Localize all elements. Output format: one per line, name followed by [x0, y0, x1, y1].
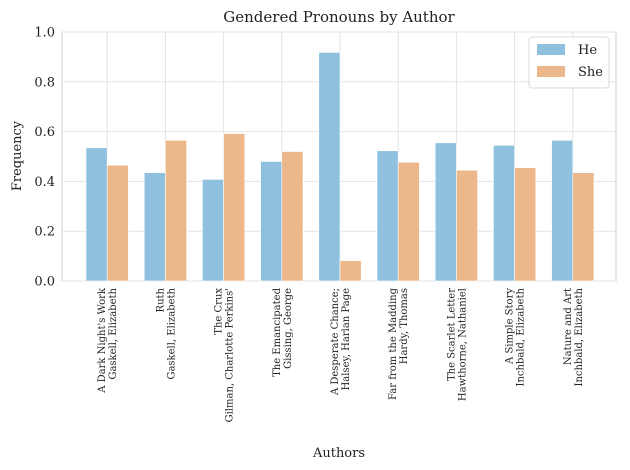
x-tick-label: Far from the Madding Hardy, Thomas	[388, 287, 410, 400]
bar-he-3	[260, 161, 283, 282]
x-tick-label-line: Inchbald, Elizabeth	[516, 287, 527, 386]
bar-he-5	[376, 150, 399, 282]
y-tick-label: 0.2	[34, 225, 55, 240]
bar-she-2	[223, 133, 246, 282]
x-tick-label-line: A Simple Story	[505, 288, 516, 365]
x-tick-label-line: The Scarlet Letter	[446, 288, 457, 381]
x-axis-label: Authors	[312, 446, 365, 461]
x-tick-label-line: Far from the Madding	[388, 287, 399, 400]
x-tick-label: A Desperate Chance; Halsey, Harlan Page	[330, 288, 352, 396]
bar-he-4	[318, 52, 341, 282]
bar-she-1	[165, 140, 187, 282]
y-tick-label: 0.8	[34, 75, 55, 90]
y-tick-label: 0.4	[34, 175, 55, 190]
legend-label-he: He	[578, 43, 597, 58]
x-tick-label: A Simple Story Inchbald, Elizabeth	[505, 287, 527, 386]
x-tick-label-line: Gaskell, Elizabeth	[108, 287, 119, 379]
x-tick-label: A Dark Night's Work Gaskell, Elizabeth	[97, 287, 119, 394]
x-tick-label-line: The Emancipated	[272, 287, 283, 376]
y-tick-label: 0.0	[34, 275, 55, 290]
x-tick-label-line: The Crux	[214, 288, 225, 335]
bar-she-4	[339, 260, 362, 282]
x-tick-label-line: Nature and Art	[563, 288, 574, 365]
legend-swatch-she	[537, 66, 565, 77]
x-tick-label: Nature and Art Inchbald, Elizabeth	[563, 287, 585, 386]
x-tick-label-line: A Dark Night's Work	[97, 287, 108, 394]
y-tick-label: 1.0	[34, 26, 55, 41]
x-tick-label: The Crux Gilman, Charlotte Perkins'	[214, 288, 236, 423]
x-tick-label-line: A Desperate Chance;	[330, 288, 341, 396]
bar-she-7	[514, 167, 537, 282]
x-tick-label-line: Gilman, Charlotte Perkins'	[225, 288, 236, 422]
x-axis-ticks: A Dark Night's Work Gaskell, Elizabeth Rut…	[97, 287, 585, 422]
legend-swatch-he	[537, 44, 565, 55]
bar-she-0	[106, 164, 129, 282]
y-axis-label: Frequency	[10, 120, 25, 191]
x-tick-label: The Scarlet Letter Hawthorne, Nathaniel	[446, 288, 468, 401]
x-tick-label: Ruth Gaskell, Elizabeth	[155, 287, 177, 379]
bar-he-8	[551, 140, 574, 282]
bars	[85, 52, 595, 282]
legend-label-she: She	[578, 65, 603, 80]
x-tick-label-line: Inchbald, Elizabeth	[574, 287, 585, 386]
bar-she-3	[281, 151, 304, 282]
x-tick-label-line: Hawthorne, Nathaniel	[457, 288, 468, 401]
bar-he-0	[85, 147, 108, 282]
chart-title: Gendered Pronouns by Author	[223, 8, 455, 26]
x-tick-label-line: Halsey, Harlan Page	[341, 288, 352, 390]
x-tick-label-line: Ruth	[155, 287, 166, 312]
bar-he-7	[493, 144, 515, 282]
bar-she-5	[397, 161, 420, 282]
x-tick-label-line: Hardy, Thomas	[399, 288, 410, 364]
y-tick-label: 0.6	[34, 125, 55, 140]
bar-she-8	[572, 172, 595, 282]
bar-she-6	[456, 169, 478, 282]
y-axis-ticks: 0.0 0.2 0.4 0.6 0.8 1.0	[34, 26, 55, 290]
x-tick-label-line: Gaskell, Elizabeth	[166, 287, 177, 379]
bar-he-6	[434, 142, 457, 282]
x-tick-label: The Emancipated Gissing, George	[272, 287, 294, 376]
bar-he-2	[202, 179, 224, 282]
legend: He She	[528, 36, 610, 89]
x-tick-label-line: Gissing, George	[283, 288, 294, 369]
bar-he-1	[143, 172, 166, 282]
